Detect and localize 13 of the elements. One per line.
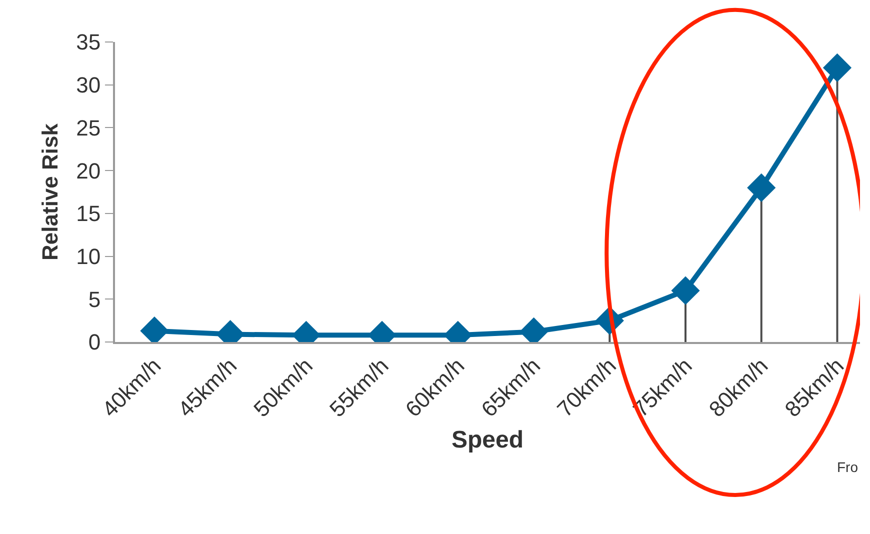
y-tick-label: 5: [88, 286, 101, 312]
point: [747, 173, 776, 202]
y-axis-title: Relative Risk: [37, 122, 62, 260]
y-tick-label: 0: [88, 330, 101, 355]
y-tick-label: 15: [76, 201, 101, 226]
y-tick-label: 35: [76, 30, 101, 55]
y-tick-label: 20: [76, 158, 101, 184]
text: Fro: [837, 459, 858, 475]
x-axis-title: Speed: [451, 426, 524, 454]
y-tick-label: 25: [76, 115, 101, 140]
y-tick-label: 30: [76, 72, 101, 98]
y-tick-label: 10: [76, 244, 101, 269]
point: [822, 53, 852, 82]
